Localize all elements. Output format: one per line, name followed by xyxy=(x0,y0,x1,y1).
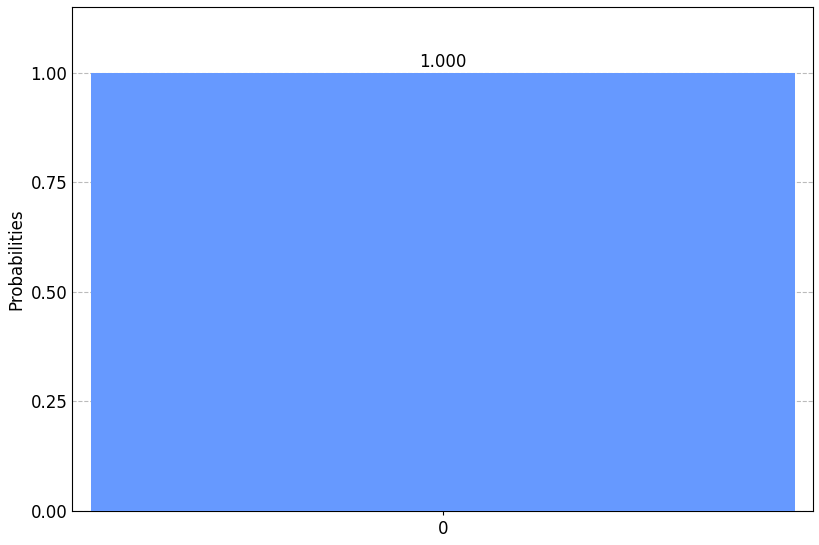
Y-axis label: Probabilities: Probabilities xyxy=(7,208,25,310)
Text: 1.000: 1.000 xyxy=(419,53,466,71)
Bar xyxy=(91,72,794,511)
